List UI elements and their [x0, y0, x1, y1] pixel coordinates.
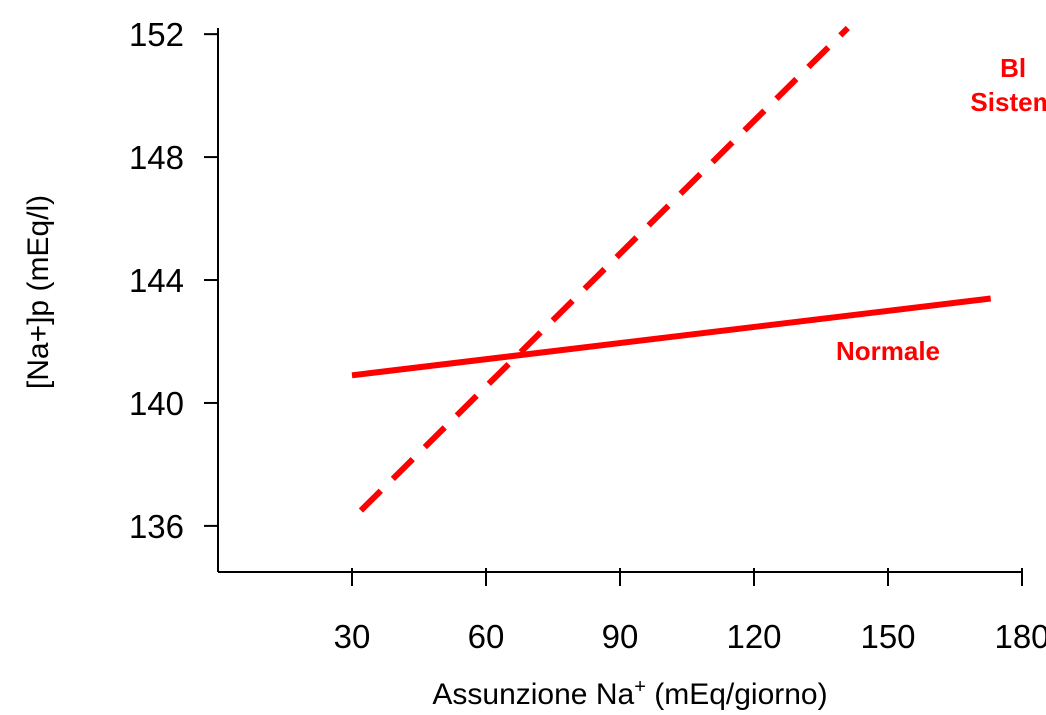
series-labels: Normale Bl Sistem [836, 53, 1046, 366]
series-line-dashed [358, 25, 850, 513]
y-tick-label: 140 [129, 385, 184, 422]
x-axis-title-main: Assunzione Na [432, 678, 634, 711]
x-tick-label: 120 [726, 618, 781, 655]
x-ticks: 30 60 90 120 150 180 [334, 568, 1046, 655]
x-axis-title-tail: (mEq/giorno) [646, 678, 828, 711]
series-label-normale: Normale [836, 336, 940, 366]
y-axis-title: [Na+]p (mEq/l) [22, 195, 55, 389]
series-label-dashed-line: Sistem [970, 87, 1046, 117]
series-line-normale [351, 295, 992, 379]
x-tick-label: 150 [860, 618, 915, 655]
x-axis-title-superscript: + [634, 676, 646, 698]
x-tick-label: 180 [994, 618, 1046, 655]
x-axis-title: Assunzione Na+ (mEq/giorno) [432, 676, 827, 711]
y-tick-label: 152 [129, 16, 184, 53]
y-ticks: 136 140 144 148 152 [129, 16, 218, 545]
x-tick-label: 90 [602, 618, 639, 655]
series-label-dashed-line: Bl [1000, 53, 1026, 83]
y-tick-label: 148 [129, 139, 184, 176]
series-lines [351, 25, 992, 513]
x-tick-label: 30 [334, 618, 371, 655]
x-tick-label: 60 [468, 618, 505, 655]
y-tick-label: 144 [129, 262, 184, 299]
y-tick-label: 136 [129, 508, 184, 545]
